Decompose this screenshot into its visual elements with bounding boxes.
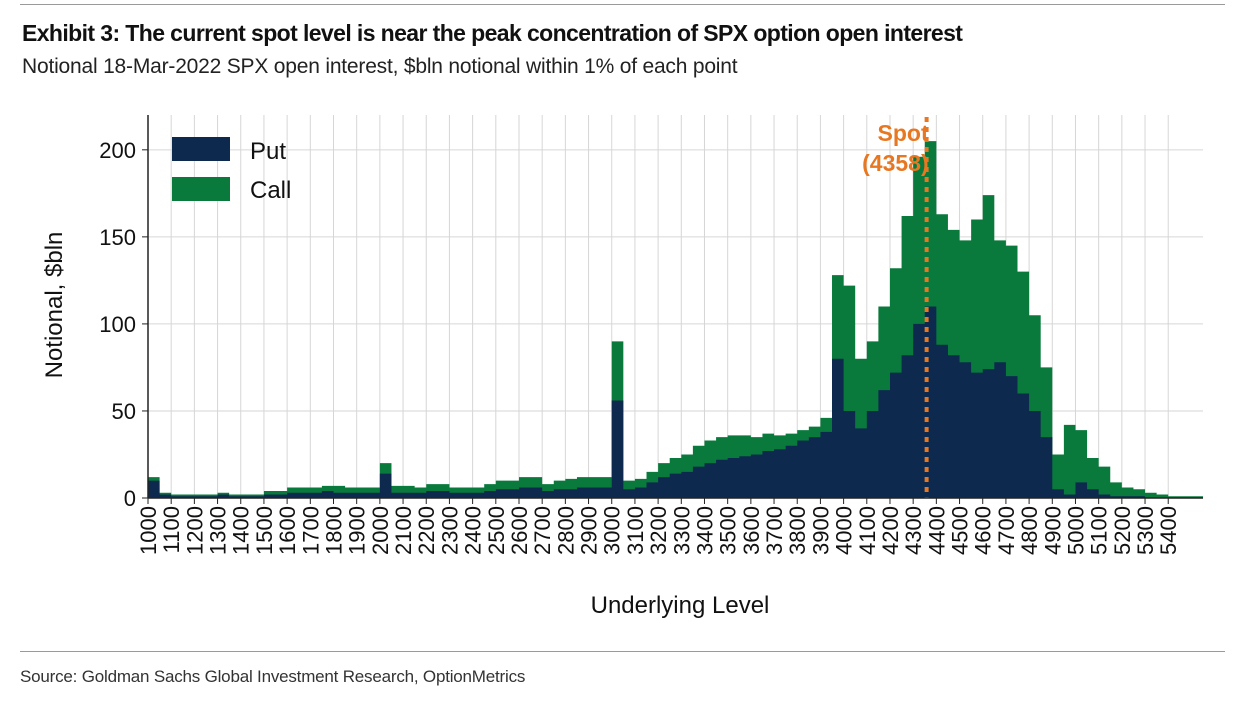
spot-value-label: (4358) bbox=[862, 150, 928, 176]
x-tick-label: 4000 bbox=[832, 506, 857, 555]
legend-put-swatch bbox=[172, 137, 230, 161]
x-tick-label: 2600 bbox=[507, 506, 532, 555]
x-tick-label: 1800 bbox=[321, 506, 346, 555]
x-tick-label: 4500 bbox=[948, 506, 973, 555]
x-tick-label: 4100 bbox=[855, 506, 880, 555]
y-axis-label: Notional, $bln bbox=[41, 232, 68, 379]
x-tick-label: 3000 bbox=[600, 506, 625, 555]
x-tick-label: 3800 bbox=[785, 506, 810, 555]
x-tick-label: 3900 bbox=[808, 506, 833, 555]
y-tick-label: 200 bbox=[99, 138, 136, 163]
x-tick-label: 1900 bbox=[345, 506, 370, 555]
y-tick-label: 50 bbox=[112, 399, 136, 424]
x-tick-label: 1000 bbox=[136, 506, 161, 555]
x-tick-label: 2700 bbox=[530, 506, 555, 555]
x-tick-label: 5000 bbox=[1063, 506, 1088, 555]
x-tick-label: 2500 bbox=[484, 506, 509, 555]
chart-area: Spot (4358) 0 50 100 150 200 1000110012001300… bbox=[41, 115, 1203, 619]
x-tick-label: 3100 bbox=[623, 506, 648, 555]
x-tick-label: 4200 bbox=[878, 506, 903, 555]
axes bbox=[147, 115, 1203, 499]
legend-put-label: Put bbox=[250, 138, 286, 165]
x-tick-label: 2900 bbox=[577, 506, 602, 555]
x-tick-label: 4800 bbox=[1017, 506, 1042, 555]
stacked-areas bbox=[148, 141, 1203, 498]
x-tick-label: 5200 bbox=[1110, 506, 1135, 555]
legend-call-label: Call bbox=[250, 177, 291, 204]
x-tick-label: 2300 bbox=[437, 506, 462, 555]
bottom-rule bbox=[20, 651, 1225, 652]
x-tick-label: 5400 bbox=[1156, 506, 1181, 555]
put-series-area bbox=[148, 306, 1203, 498]
x-tick-label: 5300 bbox=[1133, 506, 1158, 555]
x-tick-label: 1700 bbox=[298, 506, 323, 555]
x-tick-label: 3600 bbox=[739, 506, 764, 555]
legend-call-swatch bbox=[172, 177, 230, 201]
x-tick-label: 3200 bbox=[646, 506, 671, 555]
x-axis-label: Underlying Level bbox=[591, 592, 770, 619]
y-tick-labels: 0 50 100 150 200 bbox=[99, 138, 136, 511]
x-tick-label: 4300 bbox=[901, 506, 926, 555]
x-tick-label: 1200 bbox=[182, 506, 207, 555]
chart-subtitle: Notional 18-Mar-2022 SPX open interest, … bbox=[22, 55, 738, 78]
x-tick-label: 3500 bbox=[716, 506, 741, 555]
x-tick-label: 2400 bbox=[461, 506, 486, 555]
y-tick-label: 100 bbox=[99, 312, 136, 337]
x-tick-label: 1100 bbox=[159, 506, 184, 553]
x-tick-label: 1500 bbox=[252, 506, 277, 555]
x-tick-label: 1300 bbox=[206, 506, 231, 555]
x-tick-label: 2800 bbox=[553, 506, 578, 555]
legend: Put Call bbox=[172, 137, 291, 204]
x-tick-label: 4400 bbox=[924, 506, 949, 555]
x-tick-label: 1400 bbox=[229, 506, 254, 555]
source-note: Source: Goldman Sachs Global Investment … bbox=[20, 667, 526, 686]
top-rule bbox=[20, 4, 1225, 5]
x-tick-label: 3300 bbox=[669, 506, 694, 555]
y-tick-label: 150 bbox=[99, 225, 136, 250]
spot-marker: Spot (4358) bbox=[862, 117, 929, 498]
x-tick-label: 4900 bbox=[1040, 506, 1065, 555]
x-tick-label: 5100 bbox=[1087, 506, 1112, 555]
x-tick-label: 3700 bbox=[762, 506, 787, 555]
chart-title: Exhibit 3: The current spot level is nea… bbox=[22, 20, 963, 46]
spot-label: Spot bbox=[878, 120, 929, 146]
x-tick-label: 4700 bbox=[994, 506, 1019, 555]
x-tick-label: 3400 bbox=[692, 506, 717, 555]
x-tick-label: 2200 bbox=[414, 506, 439, 555]
x-tick-labels: 1000110012001300140015001600170018001900… bbox=[136, 506, 1181, 555]
x-tick-label: 2100 bbox=[391, 506, 416, 555]
y-tick-label: 0 bbox=[124, 486, 136, 511]
x-tick-label: 1600 bbox=[275, 506, 300, 555]
x-tick-label: 4600 bbox=[971, 506, 996, 555]
x-tick-label: 2000 bbox=[368, 506, 393, 555]
